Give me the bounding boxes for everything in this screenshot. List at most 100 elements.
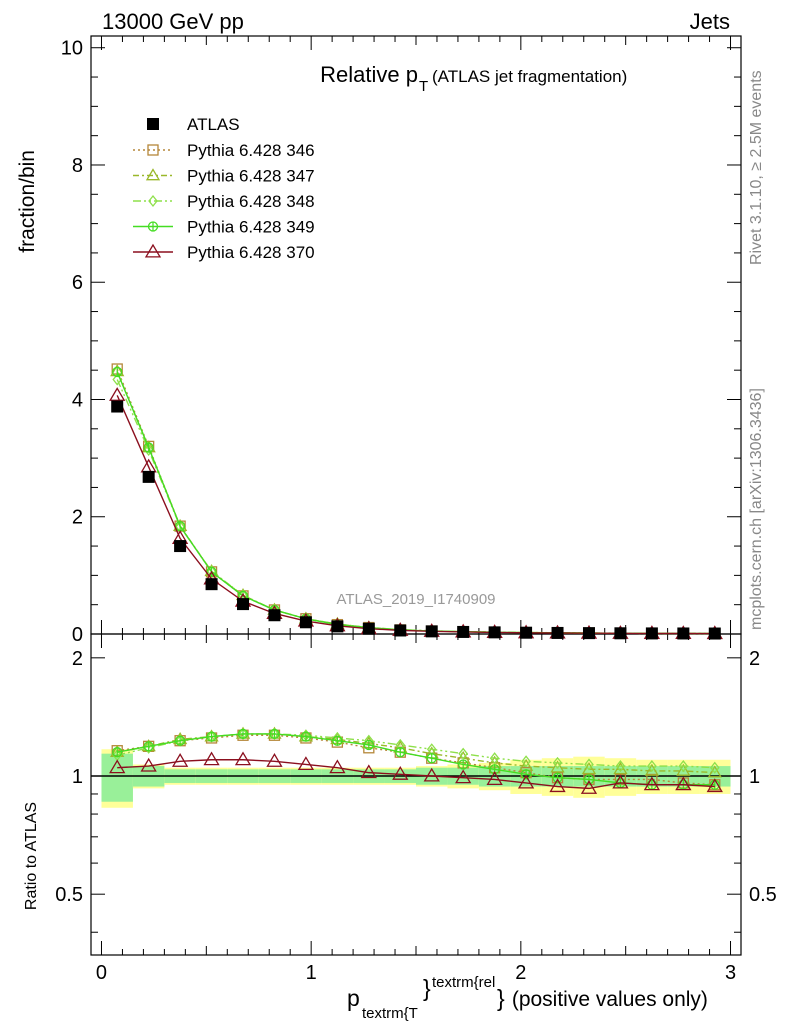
series-point-ratio — [613, 762, 628, 775]
side-text-rivet: Rivet 3.1.10, ≥ 2.5M events — [748, 70, 765, 265]
series-point-ratio — [676, 763, 691, 776]
legend-label: Pythia 6.428 347 — [187, 167, 315, 186]
y-tick-label: 6 — [72, 272, 83, 294]
data-point — [551, 626, 564, 639]
series-point-ratio — [706, 778, 723, 793]
series-point-main — [143, 443, 154, 456]
watermark-layer: ATLAS_2019_I1740909 — [336, 591, 495, 608]
series-point-ratio — [266, 753, 283, 767]
series-point-ratio — [171, 753, 189, 767]
series-point-ratio — [709, 761, 720, 774]
ratio-y-axis-label: Ratio to ATLAS — [23, 802, 40, 910]
series-point-ratio — [707, 765, 722, 778]
legend: ATLAS Pythia 6.428 346 Pythia 6.428 347 Pyt… — [133, 115, 315, 262]
series-point-ratio — [675, 776, 692, 791]
data-point — [425, 625, 438, 638]
ratio-tick-label-left: 0.5 — [55, 884, 83, 906]
ratio-uncertainty-bands — [101, 749, 731, 808]
series-line-ratio — [117, 733, 715, 786]
data-point — [362, 622, 375, 635]
series-point-ratio — [486, 771, 503, 786]
ratio-plot-frame — [90, 633, 742, 956]
legend-label: Pythia 6.428 346 — [187, 141, 315, 160]
series-point-ratio — [550, 760, 565, 773]
x-tick-label: 1 — [306, 962, 317, 984]
data-point — [488, 626, 501, 639]
series-point-ratio — [643, 776, 661, 791]
series-point-ratio — [612, 774, 629, 789]
data-point — [142, 470, 155, 483]
series-layer — [109, 363, 723, 794]
series-point-ratio — [455, 769, 472, 784]
y-tick-label: 8 — [72, 155, 83, 177]
series-point-ratio — [615, 760, 626, 773]
data-point — [331, 620, 344, 633]
data-point — [457, 625, 470, 638]
legend-label: Pythia 6.428 348 — [187, 192, 315, 211]
data-point — [205, 578, 218, 591]
data-point — [111, 400, 124, 413]
y-tick-label: 4 — [72, 389, 83, 411]
series-point-ratio — [392, 766, 409, 780]
series-point-ratio — [581, 762, 597, 775]
x-label-suffix: (positive values only) — [506, 988, 708, 1011]
series-point-main — [109, 387, 126, 401]
data-point — [237, 598, 250, 611]
series-point-ratio — [580, 780, 598, 794]
x-label-closing-brace: } — [497, 985, 505, 1011]
series-point-ratio — [297, 756, 315, 771]
series-point-ratio — [549, 778, 566, 793]
data-point — [708, 627, 721, 640]
ratio-tick-label-right: 1 — [749, 766, 760, 788]
chart-title-subscript: T — [419, 78, 428, 95]
series-point-ratio — [458, 747, 469, 760]
series-point-ratio — [329, 759, 346, 774]
data-point — [394, 624, 407, 637]
series-point-ratio — [678, 760, 689, 773]
x-label-p: p — [347, 985, 360, 1011]
side-text-mcplots: mcplots.cern.ch [arXiv:1306.3436] — [748, 388, 765, 630]
series-point-ratio — [109, 759, 126, 774]
series-point-ratio — [644, 763, 660, 776]
series-point-ratio — [140, 757, 157, 772]
data-point — [268, 609, 281, 622]
y-tick-label: 0 — [72, 624, 83, 646]
series-point-ratio — [489, 752, 500, 765]
data-point — [299, 616, 312, 629]
ratio-tick-label-left: 2 — [72, 648, 83, 670]
x-tick-label: 3 — [725, 962, 736, 984]
series-point-ratio — [521, 755, 531, 768]
series-point-ratio — [360, 764, 377, 779]
data-point — [677, 627, 690, 640]
series-point-ratio — [647, 760, 657, 773]
x-tick-label: 2 — [515, 962, 526, 984]
ratio-tick-label-right: 2 — [749, 648, 760, 670]
series-point-ratio — [517, 774, 535, 789]
legend-label: Pythia 6.428 349 — [187, 218, 315, 237]
ratio-tick-label-right: 0.5 — [749, 884, 777, 906]
data-point — [174, 540, 187, 553]
data-point — [582, 627, 595, 640]
y-tick-label: 2 — [72, 507, 83, 529]
data-point — [520, 626, 533, 639]
legend-marker — [145, 168, 161, 181]
x-label-superscript: textrm{rel — [432, 974, 495, 991]
data-point — [614, 627, 627, 640]
series-point-ratio — [584, 758, 594, 771]
legend-marker-data — [147, 118, 159, 130]
ratio-tick-label-left: 1 — [72, 766, 83, 788]
legend-label: Pythia 6.428 370 — [187, 243, 315, 262]
data-point — [645, 627, 658, 640]
x-tick-label: 0 — [96, 962, 107, 984]
series-point-ratio — [423, 767, 440, 782]
header-energy-label: 13000 GeV pp — [102, 9, 244, 34]
y-axis-label: fraction/bin — [16, 150, 39, 253]
chart-title-note: (ATLAS jet fragmentation) — [432, 67, 627, 86]
chart-title: Relative p — [320, 62, 418, 87]
series-point-ratio — [234, 751, 252, 766]
x-label-subscript: textrm{T — [362, 1005, 418, 1022]
legend-label-data: ATLAS — [187, 115, 240, 134]
series-point-ratio — [203, 751, 220, 766]
